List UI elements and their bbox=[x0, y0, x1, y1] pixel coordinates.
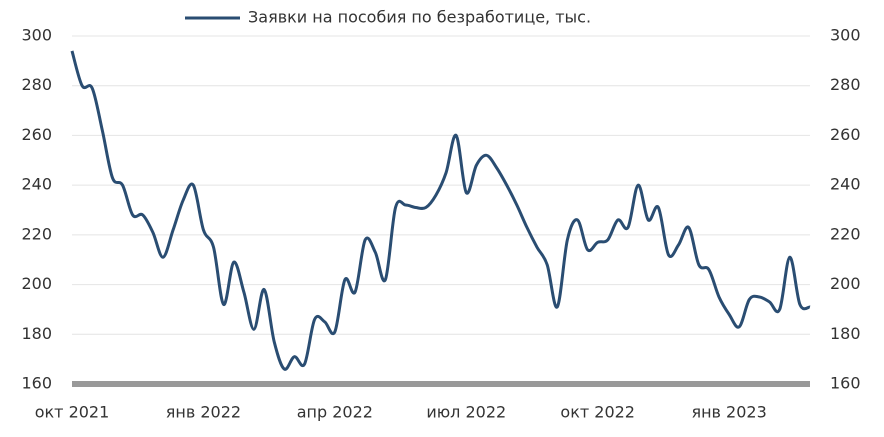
y-tick-label: 180 bbox=[21, 324, 52, 343]
y2-tick-label: 280 bbox=[830, 75, 861, 94]
y-tick-label: 260 bbox=[21, 125, 52, 144]
x-tick-label: апр 2022 bbox=[297, 403, 373, 422]
y-tick-label: 280 bbox=[21, 75, 52, 94]
y-tick-label: 300 bbox=[21, 26, 52, 45]
y2-tick-label: 240 bbox=[830, 175, 861, 194]
y-tick-label: 240 bbox=[21, 175, 52, 194]
x-tick-label: янв 2022 bbox=[166, 403, 241, 422]
x-tick-label: июл 2022 bbox=[426, 403, 506, 422]
y2-tick-label: 200 bbox=[830, 274, 861, 293]
y2-tick-label: 180 bbox=[830, 324, 861, 343]
x-tick-label: окт 2022 bbox=[560, 403, 635, 422]
y-tick-label: 200 bbox=[21, 274, 52, 293]
y-tick-label: 220 bbox=[21, 224, 52, 243]
x-tick-label: янв 2023 bbox=[691, 403, 766, 422]
y2-tick-label: 220 bbox=[830, 224, 861, 243]
y2-tick-label: 300 bbox=[830, 26, 861, 45]
y2-tick-label: 260 bbox=[830, 125, 861, 144]
series-line bbox=[70, 50, 811, 371]
x-tick-label: окт 2021 bbox=[35, 403, 110, 422]
y2-tick-label: 160 bbox=[830, 374, 861, 393]
legend-label: Заявки на пособия по безработице, тыс. bbox=[248, 8, 591, 27]
y-tick-label: 160 bbox=[21, 374, 52, 393]
